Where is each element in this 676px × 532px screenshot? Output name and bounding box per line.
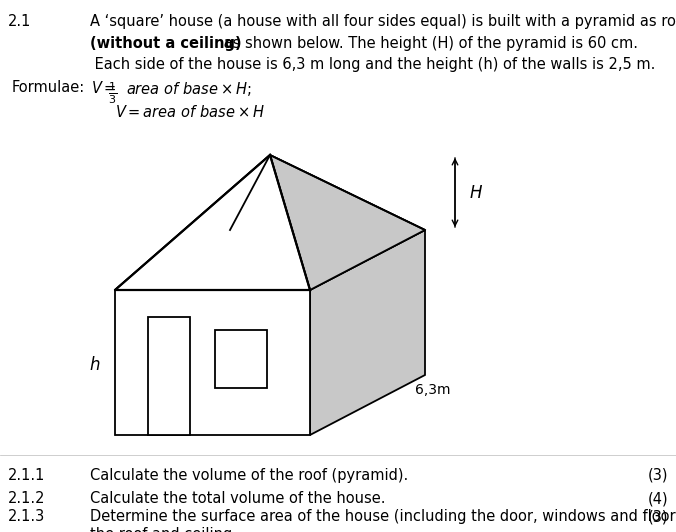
Text: (3): (3) <box>648 468 668 483</box>
Text: Determine the surface area of the house (including the door, windows and floor) : Determine the surface area of the house … <box>90 509 676 524</box>
Text: $\frac{1}{3}$: $\frac{1}{3}$ <box>108 80 117 106</box>
Text: $V = $: $V = $ <box>91 80 116 96</box>
Polygon shape <box>115 230 425 290</box>
Text: 2.1.3: 2.1.3 <box>8 509 45 524</box>
Text: (4): (4) <box>648 491 668 506</box>
Text: $\mathit{area\ of\ base} \times \mathit{H};$: $\mathit{area\ of\ base} \times \mathit{… <box>126 80 251 98</box>
Text: Calculate the volume of the roof (pyramid).: Calculate the volume of the roof (pyrami… <box>90 468 408 483</box>
Polygon shape <box>115 155 310 290</box>
Text: 2.1: 2.1 <box>8 14 31 29</box>
Polygon shape <box>148 317 190 435</box>
Text: 2.1.1: 2.1.1 <box>8 468 45 483</box>
Polygon shape <box>115 155 270 290</box>
Polygon shape <box>270 155 425 290</box>
Text: Calculate the total volume of the house.: Calculate the total volume of the house. <box>90 491 385 506</box>
Text: A ‘square’ house (a house with all four sides equal) is built with a pyramid as : A ‘square’ house (a house with all four … <box>90 14 676 29</box>
Text: Each side of the house is 6,3 m long and the height (h) of the walls is 2,5 m.: Each side of the house is 6,3 m long and… <box>90 57 655 72</box>
Text: H: H <box>470 184 483 202</box>
Polygon shape <box>310 230 425 435</box>
Polygon shape <box>115 290 310 435</box>
Polygon shape <box>230 155 425 230</box>
Text: the roof and ceiling.: the roof and ceiling. <box>90 527 237 532</box>
Text: 6,3m: 6,3m <box>415 383 450 397</box>
Text: (without a ceiling): (without a ceiling) <box>90 36 241 51</box>
Text: (3): (3) <box>648 509 668 524</box>
Text: Formulae:: Formulae: <box>12 80 85 95</box>
Text: 2.1.2: 2.1.2 <box>8 491 45 506</box>
Text: as shown below. The height (H) of the pyramid is 60 cm.: as shown below. The height (H) of the py… <box>219 36 638 51</box>
Polygon shape <box>215 330 267 388</box>
Text: $V = \mathit{area\ of\ base} \times H$: $V = \mathit{area\ of\ base} \times H$ <box>115 104 265 120</box>
Text: h: h <box>89 356 100 374</box>
